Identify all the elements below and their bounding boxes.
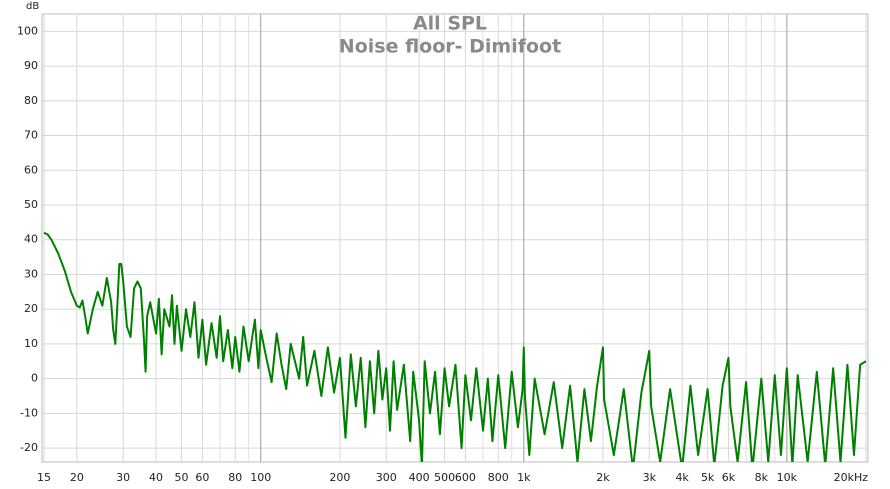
y-tick-label: -20 (20, 441, 38, 454)
y-tick-label: 60 (24, 163, 38, 176)
x-tick-label: 6k (722, 471, 736, 484)
x-tick-label: 2k (596, 471, 610, 484)
x-tick-label: 20 (70, 471, 84, 484)
x-tick-label: 60 (195, 471, 209, 484)
y-tick-label: -10 (20, 406, 38, 419)
y-tick-label: 70 (24, 129, 38, 142)
y-axis-label: dB (26, 1, 39, 12)
y-tick-label: 90 (24, 59, 38, 72)
y-tick-label: 80 (24, 94, 38, 107)
x-tick-label: 200 (329, 471, 350, 484)
chart-subtitle: Noise floor- Dimifoot (339, 36, 561, 58)
x-tick-label: 600 (455, 471, 476, 484)
x-tick-label: 800 (488, 471, 509, 484)
x-tick-label: 300 (376, 471, 397, 484)
x-tick-label: 1k (517, 471, 531, 484)
x-tick-label: 4k (675, 471, 689, 484)
y-tick-label: 10 (24, 337, 38, 350)
x-tick-label: 50 (175, 471, 189, 484)
x-tick-label: 5k (701, 471, 715, 484)
y-tick-label: 30 (24, 267, 38, 280)
y-tick-label: 40 (24, 233, 38, 246)
y-tick-label: 100 (17, 24, 38, 37)
spl-line (43, 231, 867, 462)
x-tick-label: 500 (434, 471, 455, 484)
x-tick-label: 8k (755, 471, 769, 484)
x-tick-label: 3k (643, 471, 657, 484)
x-tick-label: 80 (228, 471, 242, 484)
x-tick-label: 10k (777, 471, 798, 484)
x-tick-label: 20kHz (834, 471, 869, 484)
x-tick-label: 30 (116, 471, 130, 484)
x-tick-label: 15 (37, 471, 51, 484)
x-tick-label: 400 (409, 471, 430, 484)
x-tick-label: 100 (250, 471, 271, 484)
y-tick-label: 20 (24, 302, 38, 315)
y-tick-label: 0 (31, 372, 38, 385)
chart-title: All SPL (413, 13, 487, 35)
y-tick-label: 50 (24, 198, 38, 211)
x-tick-label: 40 (149, 471, 163, 484)
